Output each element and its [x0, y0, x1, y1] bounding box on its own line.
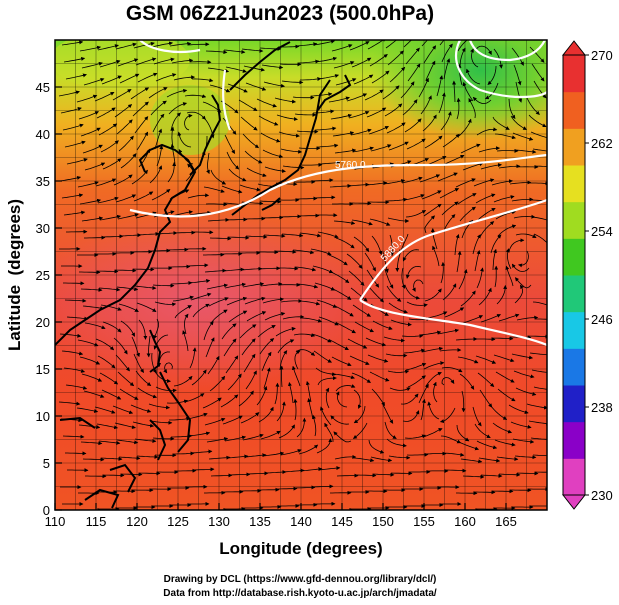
colorbar-label: 238	[591, 400, 613, 415]
height-contours	[129, 40, 547, 347]
y-tick-label: 40	[36, 127, 50, 142]
y-tick-label: 45	[36, 80, 50, 95]
colorbar-segment	[563, 421, 585, 459]
y-tick-label: 15	[36, 362, 50, 377]
colorbar-segment	[563, 91, 585, 129]
y-tick-label: 20	[36, 315, 50, 330]
x-tick-label: 135	[249, 514, 271, 529]
contour-label-5760: 5760.0	[335, 160, 366, 171]
x-tick-label: 145	[331, 514, 353, 529]
y-tick-label: 5	[43, 456, 50, 471]
colorbar-segment	[563, 385, 585, 423]
coastlines	[55, 41, 352, 509]
x-tick-label: 125	[167, 514, 189, 529]
colorbar-segment	[563, 348, 585, 386]
colorbar-segment	[563, 165, 585, 203]
y-axis-label: Latitude (degrees)	[5, 199, 24, 351]
credit-data: Data from http://database.rish.kyoto-u.a…	[163, 588, 437, 599]
y-axis-ticks: 0 5 10 15 20 25 30 35 40 45	[36, 80, 62, 518]
colorbar-segment	[563, 55, 585, 93]
colorbar-label: 270	[591, 48, 613, 63]
wind-streamlines	[58, 40, 547, 510]
map-title: GSM 06Z21Jun2023 (500.0hPa)	[125, 2, 435, 25]
x-tick-label: 115	[86, 514, 107, 529]
colorbar-segment	[563, 238, 585, 276]
x-tick-label: 150	[372, 514, 394, 529]
y-tick-label: 10	[36, 409, 50, 424]
x-tick-label: 130	[208, 514, 230, 529]
credit: Drawing by DCL (https://www.gfd-dennou.o…	[0, 573, 600, 601]
lat-lon-grid	[55, 40, 547, 510]
colorbar-label: 262	[591, 136, 613, 151]
colorbar-top-arrow	[561, 40, 587, 56]
colorbar-label: 254	[591, 224, 613, 239]
x-axis-ticks: 110 115 120 125 130 135 140 145 150 155 160 165	[45, 503, 517, 529]
colorbar-label: 230	[591, 488, 613, 503]
colorbar-segment	[563, 275, 585, 313]
colorbar-segment	[563, 201, 585, 239]
colorbar-label: 246	[591, 312, 613, 327]
weather-map: 5760.0 5880.0 110 115 120 125 130 135 140 145 15…	[5, 39, 613, 558]
y-tick-label: 0	[43, 503, 50, 518]
colorbar-segment	[563, 458, 585, 496]
colorbar-segment	[563, 311, 585, 349]
x-tick-label: 165	[495, 514, 517, 529]
colorbar	[561, 40, 587, 510]
colorbar-frame	[562, 54, 586, 496]
x-tick-label: 155	[413, 514, 435, 529]
credit-drawing: Drawing by DCL (https://www.gfd-dennou.o…	[163, 574, 437, 585]
y-tick-label: 30	[36, 221, 50, 236]
x-tick-label: 120	[126, 514, 148, 529]
x-tick-label: 110	[45, 514, 66, 529]
colorbar-bottom-arrow	[561, 494, 587, 510]
colorbar-labels: 270 262 254 246 238 230	[585, 48, 613, 503]
y-tick-label: 25	[36, 268, 50, 283]
x-tick-label: 140	[290, 514, 312, 529]
x-tick-label: 160	[454, 514, 476, 529]
y-tick-label: 35	[36, 174, 50, 189]
colorbar-segment	[563, 128, 585, 166]
x-axis-label: Longitude (degrees)	[219, 539, 382, 558]
